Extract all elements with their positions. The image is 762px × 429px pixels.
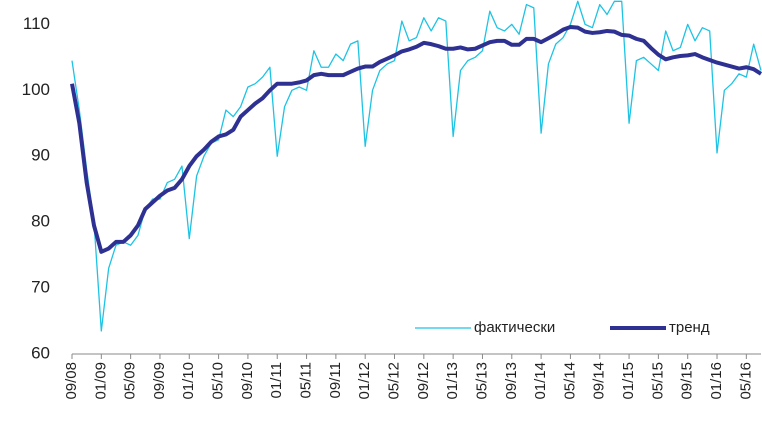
x-tick-label: 05/12	[385, 362, 402, 400]
y-tick-label: 110	[23, 14, 50, 33]
x-tick-label: 01/09	[92, 362, 109, 400]
x-tick-label: 09/11	[327, 362, 344, 398]
x-tick-label: 01/14	[532, 362, 549, 400]
x-tick-label: 01/15	[620, 362, 637, 400]
x-tick-label: 01/11	[268, 362, 285, 398]
x-tick-label: 09/09	[151, 362, 168, 400]
x-tick-label: 09/08	[63, 362, 80, 400]
x-tick-label: 05/13	[473, 362, 490, 400]
x-tick-label: 05/14	[561, 362, 578, 400]
x-tick-label: 09/10	[239, 362, 256, 400]
legend-label: тренд	[669, 319, 710, 336]
y-tick-label: 90	[31, 146, 50, 165]
x-tick-label: 05/10	[210, 362, 227, 400]
y-tick-label: 80	[31, 212, 50, 231]
x-tick-label: 01/12	[356, 362, 373, 400]
y-tick-label: 70	[31, 278, 50, 297]
x-tick-label: 09/14	[591, 362, 608, 400]
x-tick-label: 09/12	[415, 362, 432, 400]
x-tick-label: 01/10	[180, 362, 197, 400]
series-line	[70, 25, 762, 254]
x-tick-label: 09/15	[679, 362, 696, 400]
x-tick-label: 05/11	[298, 362, 315, 398]
x-tick-label: 05/09	[122, 362, 139, 400]
x-tick-label: 01/16	[708, 362, 725, 400]
y-tick-label: 60	[31, 343, 50, 362]
y-tick-label: 100	[22, 80, 50, 99]
x-tick-label: 05/16	[737, 362, 754, 400]
series-line	[71, 0, 762, 332]
x-tick-label: 09/13	[503, 362, 520, 400]
legend-label: фактически	[474, 319, 555, 336]
x-tick-label: 01/13	[444, 362, 461, 400]
x-tick-label: 05/15	[649, 362, 666, 400]
